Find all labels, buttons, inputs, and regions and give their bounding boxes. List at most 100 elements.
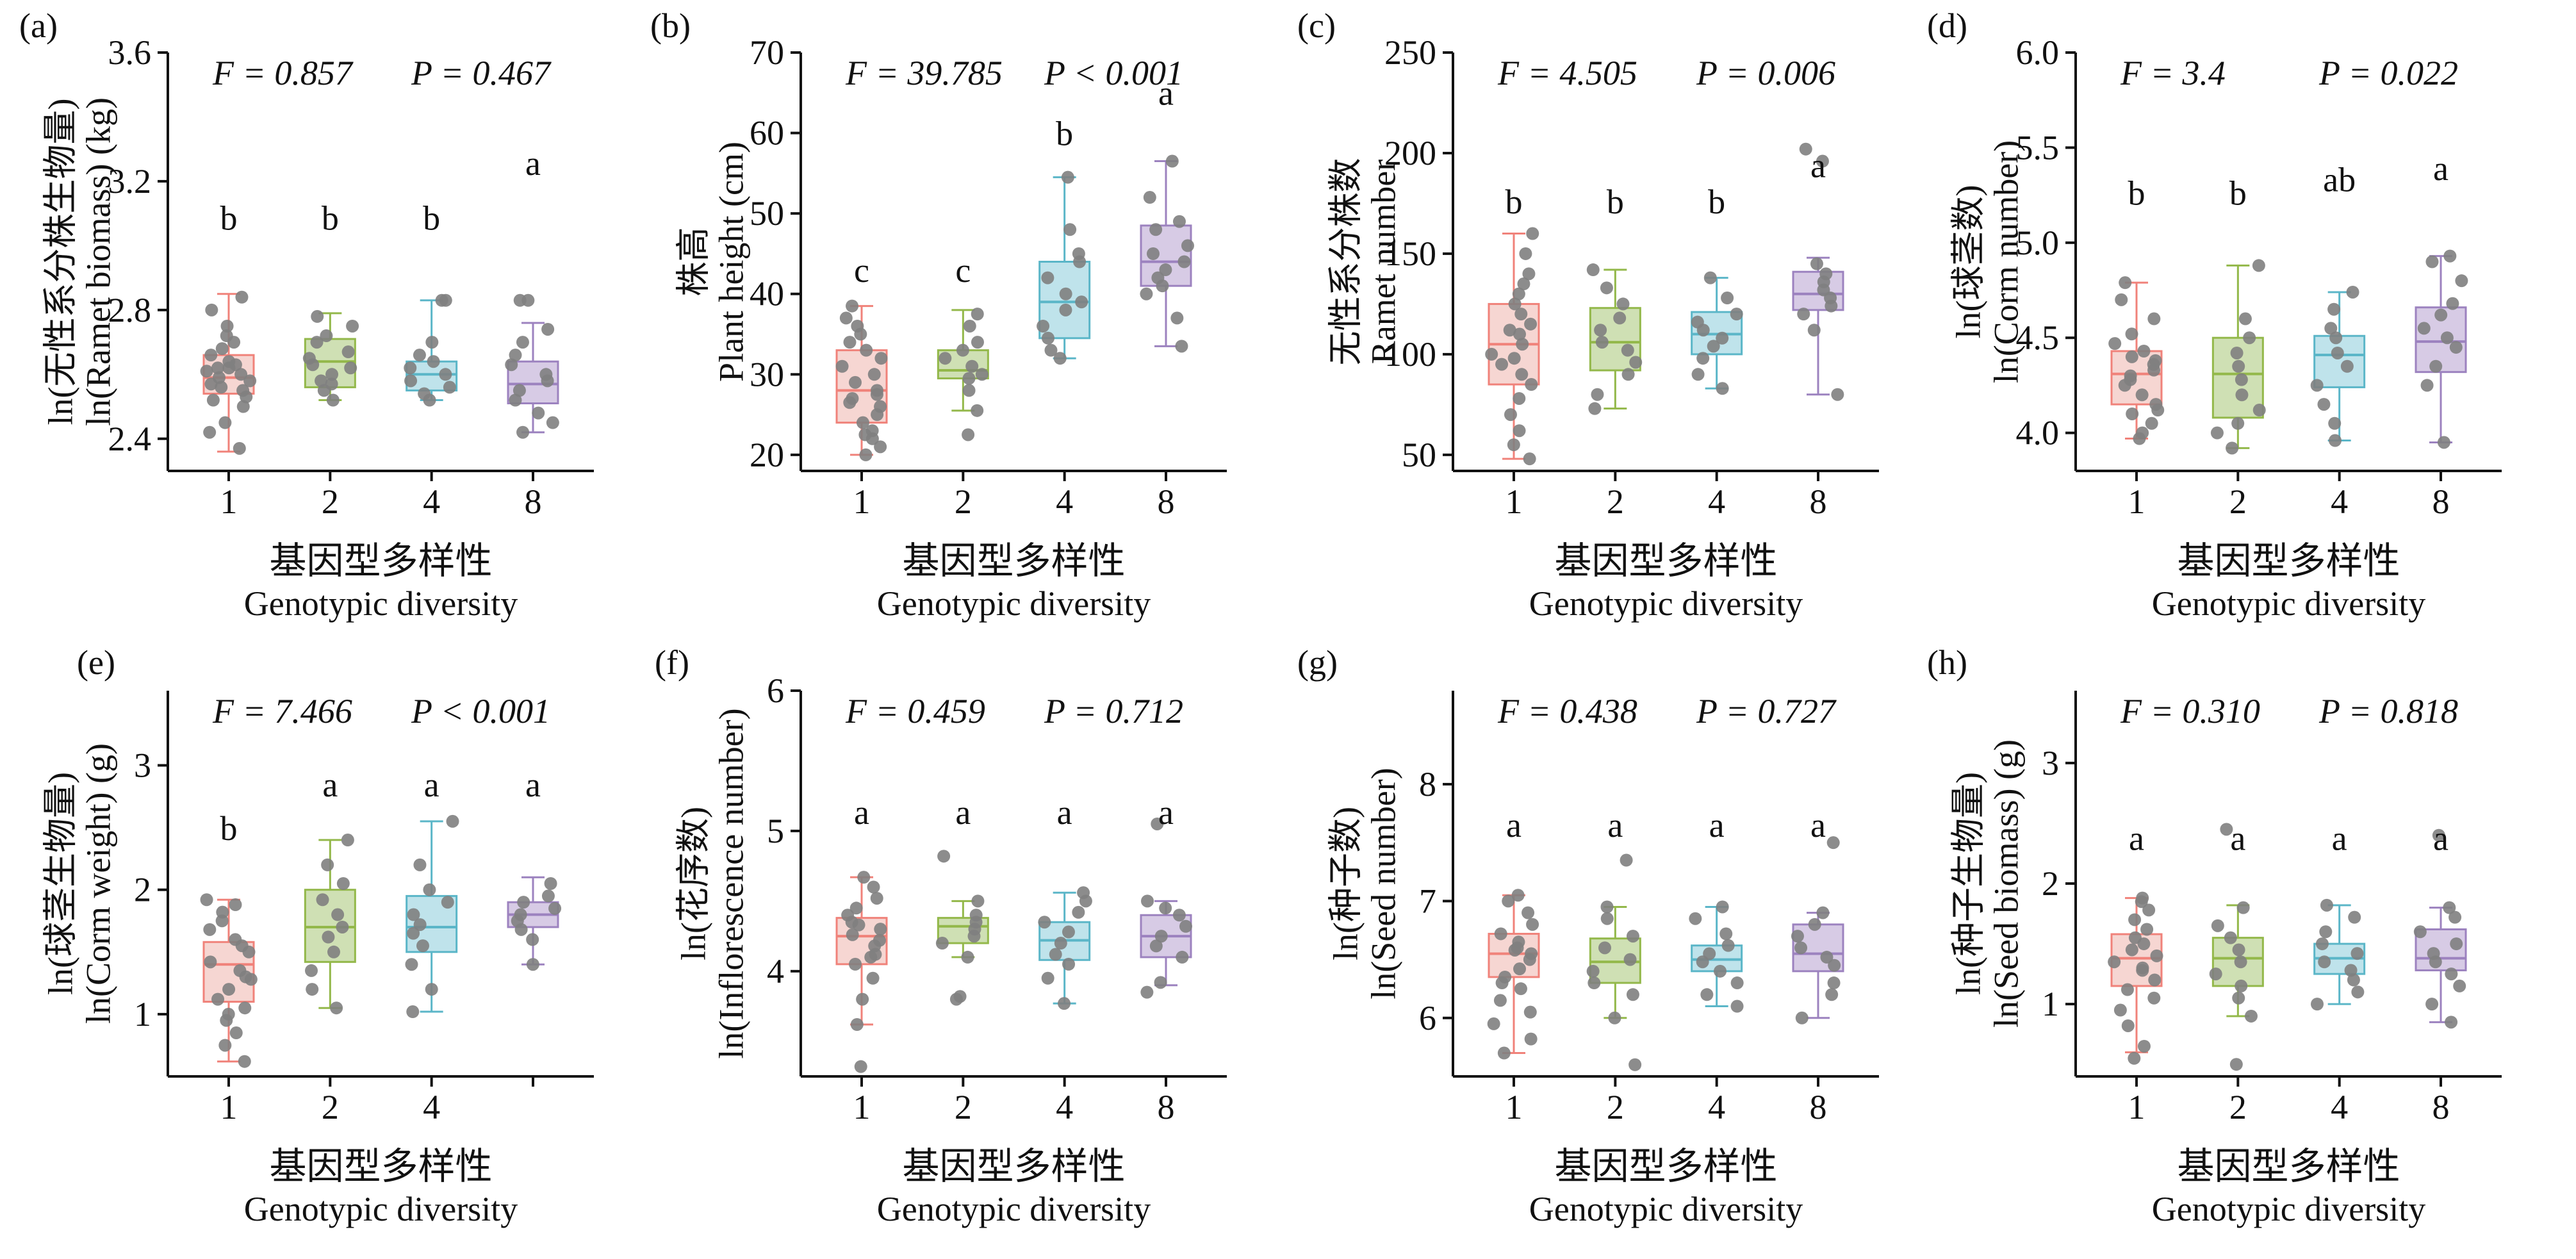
chart-panel-g: (g) 6 7 8 ln(种子数)ln(Seed number) 基因型多样性Genoty… — [1297, 643, 1879, 1228]
data-point — [336, 877, 350, 890]
x-tick-label: 1 — [2128, 482, 2145, 521]
data-point — [1797, 308, 1810, 321]
data-point — [200, 365, 213, 378]
y-tick-label: 2.8 — [108, 291, 152, 329]
data-point — [514, 908, 527, 921]
data-point — [2315, 937, 2329, 951]
x-axis-label-en: Genotypic diversity — [1529, 584, 1803, 623]
data-point — [404, 361, 417, 375]
data-point — [1044, 343, 1058, 357]
data-point — [413, 349, 426, 362]
x-axis-label-en: Genotypic diversity — [1529, 1190, 1803, 1228]
data-point — [509, 349, 522, 362]
data-point — [867, 368, 881, 381]
data-point — [2340, 359, 2354, 373]
data-point — [1626, 988, 1639, 1001]
data-point — [2344, 964, 2358, 977]
y-axis-label: ln(种子生物量)ln(Seed biomass) (g) — [1949, 739, 2025, 1028]
data-point — [1522, 906, 1535, 919]
x-axis-label-cn: 基因型多样性 — [1554, 1146, 1777, 1187]
data-point — [1691, 315, 1704, 329]
data-point — [517, 896, 530, 909]
data-point — [1507, 438, 1520, 452]
chart-panel-d: (d) 4.0 4.5 5.0 5.5 6.0 ln(球茎数)ln(Corm number)… — [1927, 6, 2502, 623]
data-point — [215, 342, 229, 356]
data-point — [2232, 991, 2245, 1005]
y-tick-label: 70 — [750, 33, 784, 72]
x-tick-label: 8 — [1810, 482, 1827, 521]
y-tick-label: 2 — [2042, 864, 2059, 903]
data-point — [238, 1055, 251, 1068]
data-point — [1053, 352, 1067, 365]
data-point — [2450, 937, 2463, 951]
data-point — [233, 441, 246, 455]
data-point — [2140, 923, 2154, 936]
data-point — [1828, 959, 1841, 972]
data-point — [2445, 1016, 2458, 1029]
data-point — [1514, 308, 1528, 321]
data-point — [1525, 378, 1538, 391]
data-point — [2128, 931, 2142, 944]
chart-panel-c: (c) 50 100 150 200 250 无性系分株数Ramet number 基因型多样… — [1297, 6, 1879, 623]
data-point — [1730, 308, 1743, 321]
data-point — [2310, 998, 2324, 1011]
data-point — [1691, 368, 1705, 381]
x-axis-label-en: Genotypic diversity — [244, 584, 518, 623]
data-point — [2137, 1039, 2151, 1053]
data-point — [2252, 259, 2265, 272]
data-point — [203, 923, 217, 936]
data-point — [1807, 324, 1821, 337]
data-point — [405, 958, 418, 971]
data-point — [1041, 331, 1054, 345]
x-tick-label: 1 — [1505, 482, 1523, 521]
data-point — [435, 293, 448, 307]
panel-label: (h) — [1927, 643, 1967, 682]
data-point — [1831, 388, 1844, 401]
data-point — [216, 905, 229, 919]
data-point — [205, 303, 218, 317]
data-point — [2327, 302, 2341, 316]
y-axis-label-en: ln(Corm weight) (g) — [79, 743, 118, 1024]
data-point — [1696, 352, 1710, 365]
data-point — [505, 358, 518, 372]
data-point — [1730, 1000, 1744, 1013]
x-tick-label: 2 — [322, 482, 339, 521]
data-point — [2320, 898, 2333, 912]
data-point — [1143, 191, 1156, 204]
data-point — [867, 880, 880, 894]
data-point — [2234, 955, 2247, 969]
data-point — [1517, 277, 1530, 291]
data-point — [1159, 263, 1172, 277]
data-point — [860, 343, 873, 357]
data-point — [341, 345, 355, 359]
data-point — [427, 355, 440, 368]
x-tick-label: 1 — [220, 482, 238, 521]
data-point — [548, 901, 562, 915]
data-point — [846, 928, 859, 941]
significance-letter: a — [854, 793, 869, 832]
data-point — [2351, 985, 2365, 999]
data-point — [229, 898, 242, 912]
data-point — [1151, 817, 1164, 830]
data-point — [1077, 886, 1090, 900]
data-point — [2420, 379, 2434, 392]
data-point — [2445, 967, 2458, 981]
data-point — [2142, 903, 2156, 917]
significance-letter: a — [322, 766, 338, 804]
y-axis-label-en: ln(Seed biomass) (g) — [1987, 739, 2026, 1028]
data-point — [1177, 255, 1191, 268]
y-axis-label-en: Plant height (cm) — [712, 142, 751, 382]
data-point — [344, 361, 357, 375]
x-tick-label: 4 — [2331, 482, 2348, 521]
data-point — [1514, 982, 1527, 996]
data-point — [315, 374, 328, 388]
data-point — [2209, 967, 2222, 981]
x-tick-label: 2 — [322, 1088, 339, 1126]
data-point — [1621, 343, 1634, 357]
data-point — [965, 359, 979, 373]
x-axis-label-en: Genotypic diversity — [877, 1190, 1151, 1228]
y-tick-label: 4.5 — [2016, 318, 2060, 357]
data-point — [1587, 976, 1601, 990]
data-point — [539, 368, 553, 381]
data-point — [1522, 267, 1536, 281]
